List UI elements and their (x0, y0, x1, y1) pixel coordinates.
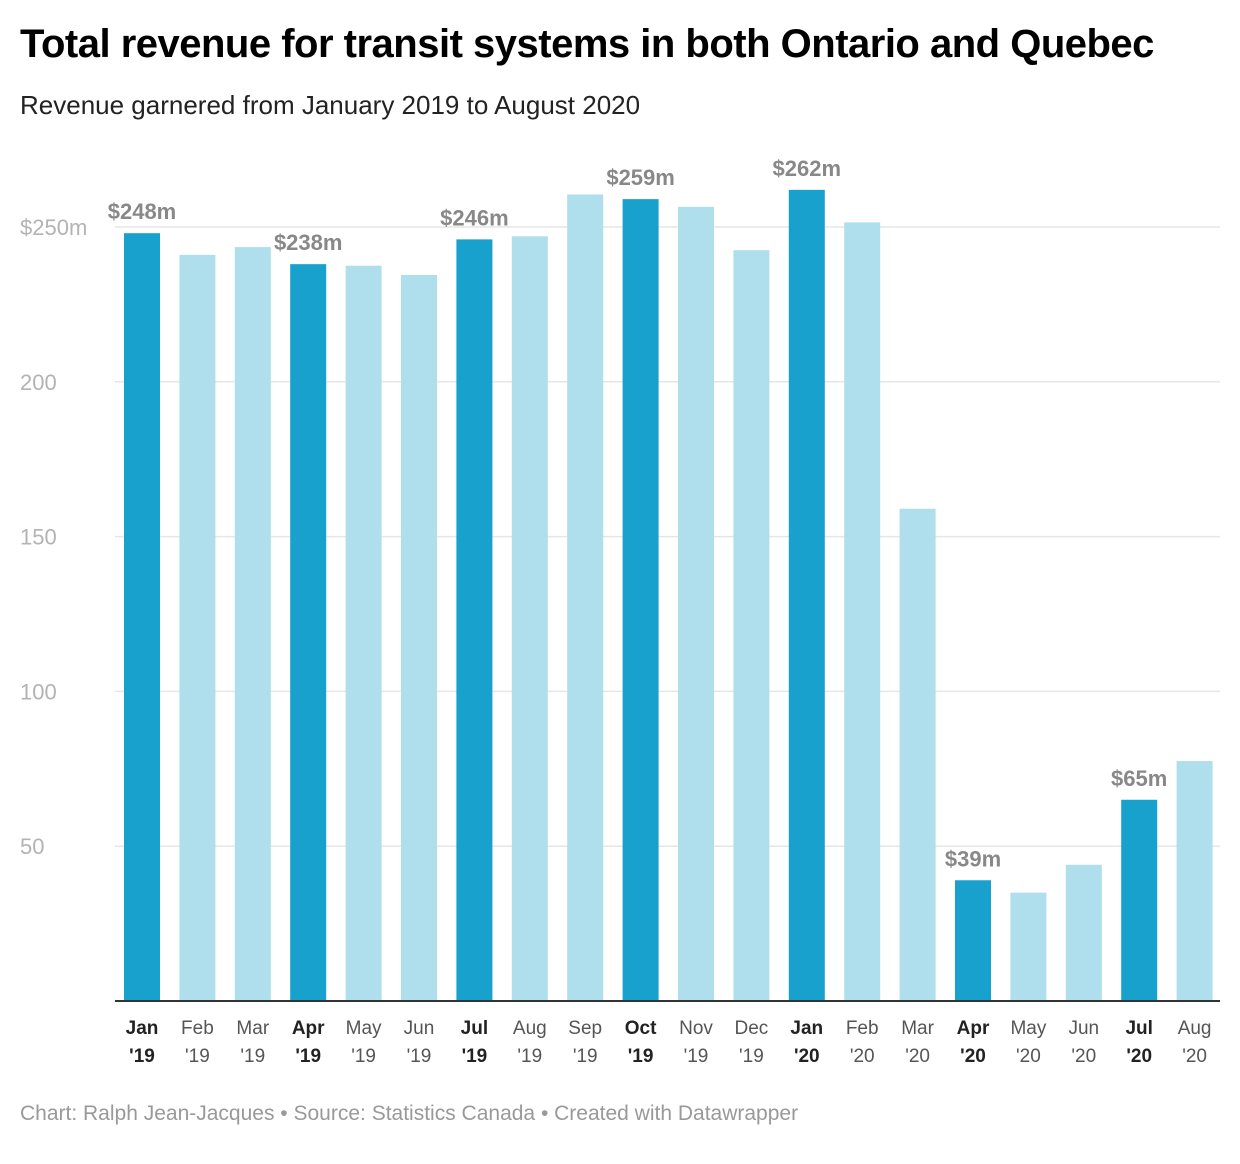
bar (511, 236, 548, 1002)
chart-subtitle: Revenue garnered from January 2019 to Au… (20, 90, 641, 120)
x-tick-month: Dec (735, 1018, 769, 1039)
x-tick-month: Jan (790, 1018, 823, 1039)
x-tick-year: '20 (960, 1046, 986, 1067)
x-tick-year: '19 (628, 1046, 654, 1067)
x-tick-month: Jul (461, 1018, 488, 1039)
x-tick-year: '19 (684, 1046, 709, 1067)
x-tick-month: Jan (126, 1018, 159, 1039)
bar (678, 206, 714, 1002)
y-tick-label: 50 (20, 834, 44, 859)
data-label: $39m (945, 846, 1001, 871)
data-label: $262m (773, 156, 842, 181)
x-tick-month: Jul (1125, 1018, 1152, 1039)
bar (1065, 864, 1102, 1001)
x-tick-year: '20 (850, 1046, 875, 1067)
x-tick-month: Apr (292, 1018, 325, 1039)
bar (179, 254, 216, 1001)
x-tick-year: '19 (240, 1046, 265, 1067)
x-axis-ticks: Jan '19 Feb '19 Mar '19 Apr '19 May '19 Jun '19 Jul '… (126, 1018, 1212, 1067)
bar (1121, 799, 1158, 1001)
bar (290, 264, 327, 1002)
bar (234, 247, 271, 1001)
y-tick-label: 150 (20, 525, 57, 550)
bar (345, 265, 382, 1001)
gridlines (115, 226, 1220, 847)
x-tick-year: '20 (794, 1046, 820, 1067)
x-tick-month: Mar (901, 1018, 934, 1039)
bar (567, 194, 604, 1001)
x-tick-year: '19 (739, 1046, 764, 1067)
y-tick-label: 100 (20, 679, 57, 704)
x-tick-month: Mar (236, 1018, 269, 1039)
x-tick-year: '19 (573, 1046, 598, 1067)
x-tick-year: '19 (517, 1046, 542, 1067)
x-tick-year: '20 (1071, 1046, 1096, 1067)
x-tick-month: Jun (1068, 1018, 1099, 1039)
bar (733, 250, 770, 1002)
data-labels: $248m $238m $246m $259m $262m $39m $65m (108, 156, 1168, 871)
x-tick-month: Feb (846, 1018, 879, 1039)
bar (788, 189, 825, 1001)
chart-footer: Chart: Ralph Jean-Jacques • Source: Stat… (20, 1102, 799, 1125)
bars (124, 189, 1213, 1002)
data-label: $246m (440, 205, 509, 230)
chart-title: Total revenue for transit systems in bot… (20, 22, 1154, 66)
data-label: $65m (1111, 766, 1167, 791)
x-tick-year: '19 (129, 1046, 155, 1067)
x-tick-month: Jun (404, 1018, 435, 1039)
x-tick-month: Nov (679, 1018, 713, 1039)
x-tick-month: May (1010, 1018, 1046, 1039)
bar (456, 239, 493, 1001)
x-tick-month: Aug (1178, 1018, 1212, 1039)
x-tick-year: '19 (295, 1046, 321, 1067)
x-tick-month: Feb (181, 1018, 214, 1039)
x-tick-year: '19 (351, 1046, 376, 1067)
y-axis-ticks: 50 100 150 200 $250m (20, 215, 87, 859)
y-tick-label: $250m (20, 215, 87, 240)
bar (401, 274, 437, 1001)
x-tick-month: Apr (957, 1018, 990, 1039)
data-label: $259m (606, 165, 675, 190)
x-tick-month: Aug (513, 1018, 547, 1039)
x-tick-year: '20 (1182, 1046, 1207, 1067)
x-tick-month: Sep (568, 1018, 602, 1039)
bar (622, 199, 659, 1002)
bar (1176, 761, 1213, 1001)
data-label: $248m (108, 199, 177, 224)
x-tick-month: May (346, 1018, 382, 1039)
y-tick-label: 200 (20, 370, 57, 395)
x-tick-year: '20 (905, 1046, 930, 1067)
x-tick-year: '20 (1016, 1046, 1041, 1067)
bar (899, 508, 936, 1001)
bar (844, 222, 881, 1001)
x-tick-year: '20 (1126, 1046, 1152, 1067)
bar (124, 233, 160, 1001)
bar (1010, 892, 1047, 1001)
x-tick-year: '19 (462, 1046, 488, 1067)
bar (955, 880, 991, 1001)
x-tick-month: Oct (625, 1018, 657, 1039)
data-label: $238m (274, 230, 343, 255)
x-tick-year: '19 (185, 1046, 210, 1067)
x-tick-year: '19 (407, 1046, 432, 1067)
